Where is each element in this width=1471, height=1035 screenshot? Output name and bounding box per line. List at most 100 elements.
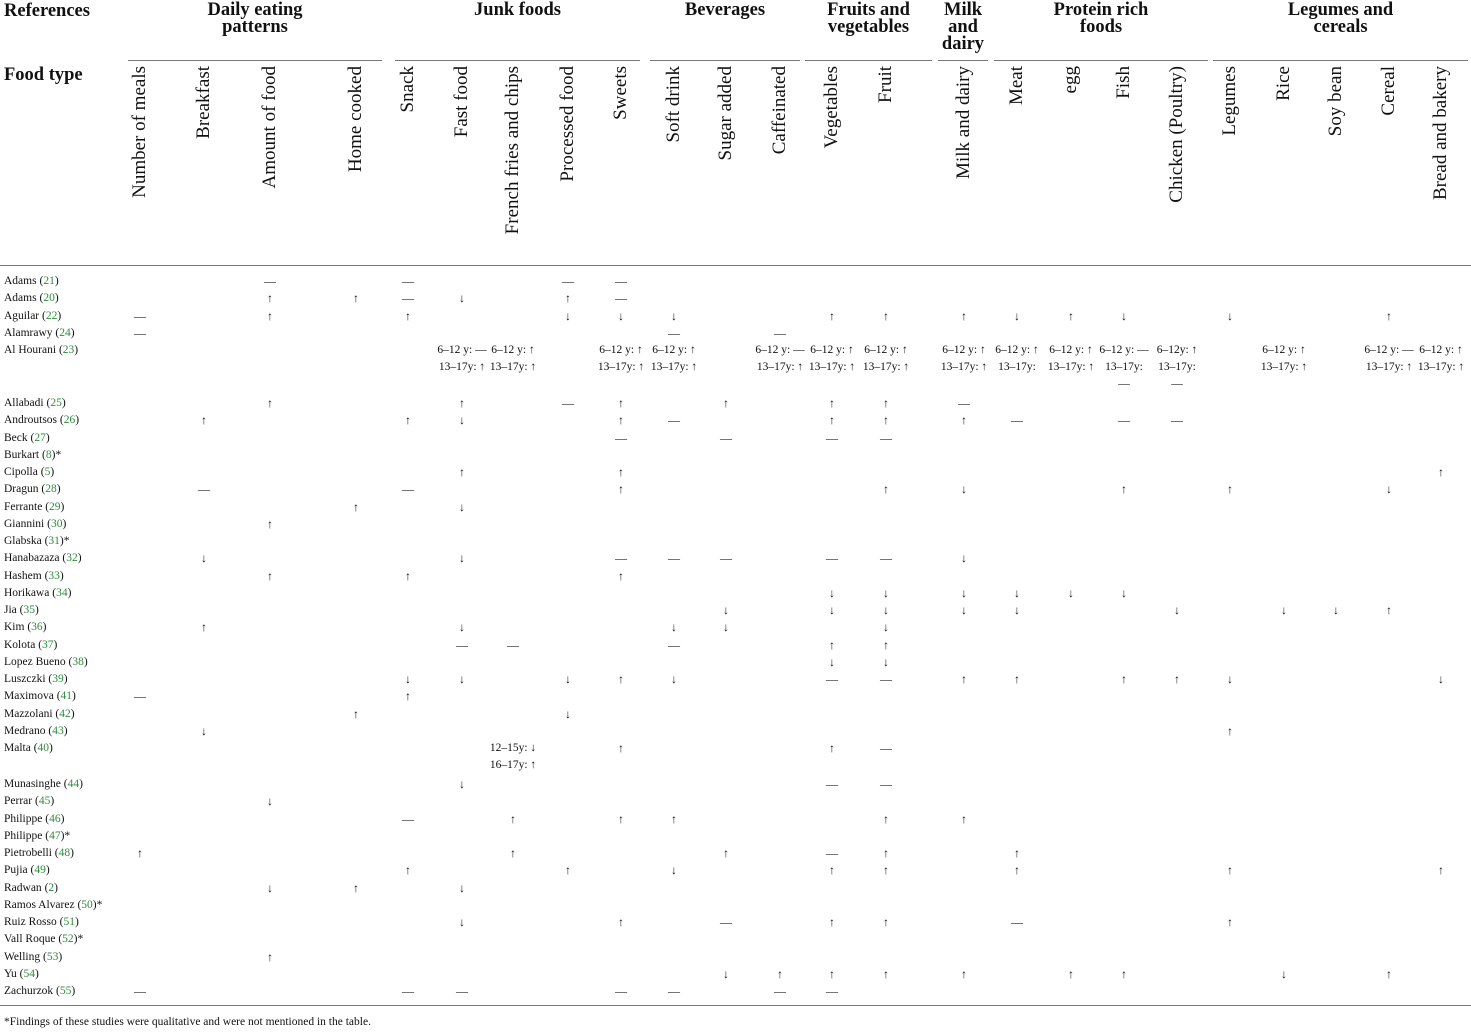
reference-cell: Medrano (43) — [4, 724, 68, 737]
column-header: Fruit — [870, 66, 902, 261]
reference-author: Androutsos — [4, 414, 58, 427]
reference-number-link[interactable]: 21 — [43, 275, 55, 287]
qualitative-star: * — [55, 448, 62, 461]
group-header-rule — [938, 60, 988, 61]
result-cell: ↑ — [829, 396, 835, 410]
result-cell: ↑ — [1386, 966, 1392, 981]
reference-number-link[interactable]: 24 — [59, 326, 71, 339]
result-cell: — — [668, 637, 680, 652]
reference-number-link[interactable]: 34 — [56, 586, 68, 599]
reference-number-link[interactable]: 28 — [45, 483, 57, 496]
reference-number-link[interactable]: 39 — [52, 673, 64, 685]
result-cell: ↓ — [883, 603, 889, 617]
group-header-rule — [395, 60, 640, 61]
reference-number-link[interactable]: 35 — [23, 604, 36, 616]
reference-number-link[interactable]: 5 — [44, 466, 51, 478]
reference-number-link[interactable]: 49 — [34, 864, 46, 877]
reference-cell: Kolota (37) — [4, 638, 58, 651]
reference-cell: Hanabazaza (32) — [4, 552, 82, 565]
reference-number-link[interactable]: 26 — [63, 414, 76, 427]
reference-number-link[interactable]: 53 — [46, 950, 59, 963]
reference-number-link[interactable]: 44 — [67, 778, 80, 790]
reference-cell: Kim (36) — [4, 621, 47, 634]
result-cell: — — [615, 984, 627, 998]
reference-number-link[interactable]: 31 — [48, 535, 60, 547]
reference-number-link[interactable]: 46 — [49, 812, 61, 825]
column-header: Vegetables — [816, 66, 848, 261]
reference-number-link[interactable]: 43 — [52, 724, 64, 737]
reference-author: Lopez Bueno — [4, 655, 66, 668]
result-cell: 12–15y: ↓ 16–17y: ↑ — [489, 742, 537, 771]
result-cell: 6–12 y: ↑ 13–17y: ↑ — [1047, 344, 1095, 373]
reference-author: Maximova — [4, 690, 54, 703]
result-cell: ↑ — [883, 396, 889, 410]
reference-number-link[interactable]: 55 — [59, 985, 72, 997]
reference-number-link[interactable]: 45 — [38, 795, 51, 808]
result-cell: ↓ — [459, 777, 465, 791]
group-header: Daily eating patterns — [207, 0, 303, 37]
reference-number-link[interactable]: 36 — [31, 621, 43, 634]
reference-number-link[interactable]: 51 — [63, 916, 75, 928]
reference-number-link[interactable]: 27 — [34, 431, 46, 444]
reference-cell: Glabska (31)* — [4, 535, 70, 547]
column-header-label: egg — [1060, 66, 1081, 94]
reference-number-link[interactable]: 29 — [49, 500, 61, 513]
reference-cell: Mazzolani (42) — [4, 707, 75, 720]
reference-number-link[interactable]: 22 — [45, 309, 58, 322]
result-cell: — — [668, 551, 680, 566]
result-cell: ↑ — [961, 413, 967, 428]
reference-number-link[interactable]: 47 — [49, 829, 61, 842]
reference-number-link[interactable]: 40 — [37, 742, 50, 754]
result-cell: — — [456, 984, 468, 998]
reference-number-link[interactable]: 50 — [81, 898, 93, 911]
column-header-label: Home cooked — [345, 66, 366, 173]
reference-cell: Maximova (41) — [4, 690, 76, 703]
reference-number-link[interactable]: 23 — [62, 344, 75, 356]
footnote: *Findings of these studies were qualitat… — [4, 1016, 371, 1028]
reference-cell: Horikawa (34) — [4, 586, 72, 599]
result-cell: ↑ — [1438, 465, 1444, 479]
result-cell: — — [668, 413, 680, 428]
reference-number-link[interactable]: 25 — [50, 397, 62, 409]
result-cell: ↑ — [267, 308, 273, 323]
group-header-rule — [805, 60, 932, 61]
column-header-label: Legumes — [1219, 66, 1240, 136]
column-header-label: Number of meals — [129, 66, 150, 198]
result-cell: ↓ — [883, 585, 889, 600]
reference-cell: Aguilar (22) — [4, 309, 62, 322]
column-header-label: Meat — [1006, 66, 1027, 106]
reference-number-link[interactable]: 32 — [66, 552, 78, 565]
reference-number-link[interactable]: 20 — [43, 292, 55, 305]
result-cell: — — [880, 430, 892, 445]
reference-number-link[interactable]: 54 — [23, 967, 36, 980]
column-header: Home cooked — [340, 66, 372, 261]
qualitative-star: * — [63, 535, 70, 547]
result-cell: — — [615, 551, 627, 566]
column-header: Number of meals — [124, 66, 156, 261]
result-cell: — — [826, 777, 838, 791]
result-cell: — — [880, 777, 892, 791]
reference-number-link[interactable]: 2 — [48, 881, 55, 894]
result-cell: — — [720, 915, 732, 929]
reference-author: Jia — [4, 604, 17, 616]
reference-number-link[interactable]: 33 — [48, 569, 60, 582]
column-header: Milk and dairy — [948, 66, 980, 261]
reference-number-link[interactable]: 52 — [62, 933, 74, 946]
reference-number-link[interactable]: 42 — [59, 707, 71, 720]
column-header: Soft drink — [658, 66, 690, 261]
reference-number-link[interactable]: 30 — [50, 517, 63, 530]
reference-author: Pujia — [4, 864, 28, 877]
column-header-label: Snack — [397, 66, 418, 113]
result-cell: — — [615, 274, 627, 288]
reference-number-link[interactable]: 37 — [42, 638, 54, 651]
reference-author: Hashem — [4, 569, 42, 582]
reference-number-link[interactable]: 38 — [72, 655, 84, 668]
reference-author: Adams — [4, 292, 37, 305]
reference-cell: Philippe (46) — [4, 812, 65, 825]
reference-number-link[interactable]: 48 — [58, 847, 71, 859]
group-header-rule — [994, 60, 1208, 61]
result-cell: ↓ — [1121, 585, 1127, 600]
reference-number-link[interactable]: 41 — [60, 690, 73, 703]
result-cell: ↑ — [405, 568, 411, 583]
reference-number-link[interactable]: 8 — [45, 448, 52, 461]
